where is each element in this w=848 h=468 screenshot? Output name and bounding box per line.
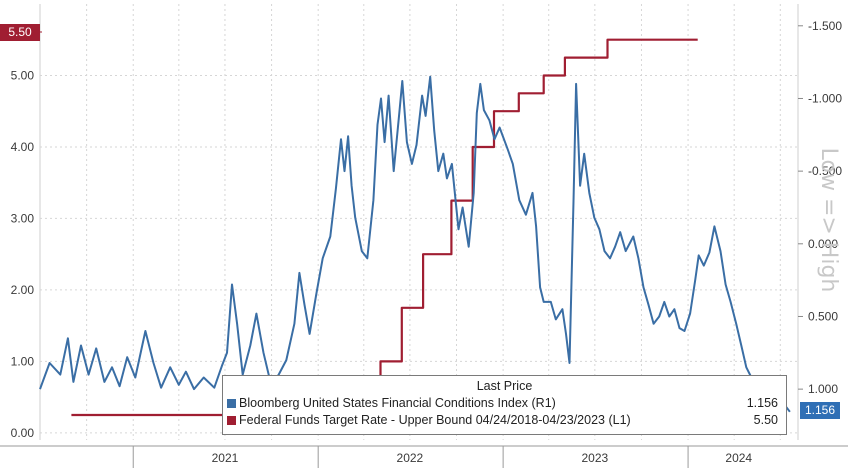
right-axis-labels: 1.000 0.500 0.000 -0.500 -1.000 -1.500 xyxy=(798,19,842,396)
left-tick-label: 5.00 xyxy=(11,68,35,82)
legend-label-fed-funds: Federal Funds Target Rate - Upper Bound … xyxy=(239,413,631,427)
x-tick-label: 2023 xyxy=(581,451,608,465)
right-tick-label: 0.000 xyxy=(808,237,838,251)
series-lines xyxy=(39,31,791,417)
left-tick-label: 2.00 xyxy=(11,283,35,297)
x-tick-label: 2022 xyxy=(397,451,424,465)
legend-box: Last Price Bloomberg United States Finan… xyxy=(222,375,787,435)
right-tick-label: 0.500 xyxy=(808,309,838,323)
legend-title: Last Price xyxy=(476,379,533,393)
legend-value-fed-funds: 5.50 xyxy=(753,413,778,427)
legend-value-fci: 1.156 xyxy=(746,396,778,410)
right-last-value-flag: 1.156 xyxy=(800,402,840,419)
x-tick-label: 2021 xyxy=(212,451,239,465)
right-axis-title: Low => High xyxy=(816,148,841,293)
fed-funds-rate-line xyxy=(71,38,698,417)
legend-label-fci: Bloomberg United States Financial Condit… xyxy=(239,396,556,410)
left-tick-label: 0.00 xyxy=(11,426,35,440)
legend-swatch-fed-funds xyxy=(227,416,236,425)
right-tick-label: -1.000 xyxy=(808,91,842,105)
financial-conditions-index-line xyxy=(39,75,791,413)
grid-lines xyxy=(0,4,848,447)
right-tick-label: -1.500 xyxy=(808,19,842,33)
x-axis-labels: 2021 2022 2023 2024 xyxy=(132,446,752,468)
left-tick-label: 3.00 xyxy=(11,211,35,225)
x-tick-label: 2024 xyxy=(725,451,752,465)
left-axis-labels: 0.00 1.00 2.00 3.00 4.00 5.00 xyxy=(11,68,35,439)
right-tick-label: -0.500 xyxy=(808,164,842,178)
right-tick-label: 1.000 xyxy=(808,382,838,396)
left-last-value-flag: 5.50 xyxy=(0,24,40,41)
left-tick-label: 4.00 xyxy=(11,140,35,154)
legend-item-fci: Bloomberg United States Financial Condit… xyxy=(223,395,786,412)
legend-swatch-fci xyxy=(227,399,236,408)
left-tick-label: 1.00 xyxy=(11,354,35,368)
legend-item-fed-funds: Federal Funds Target Rate - Upper Bound … xyxy=(223,412,786,429)
